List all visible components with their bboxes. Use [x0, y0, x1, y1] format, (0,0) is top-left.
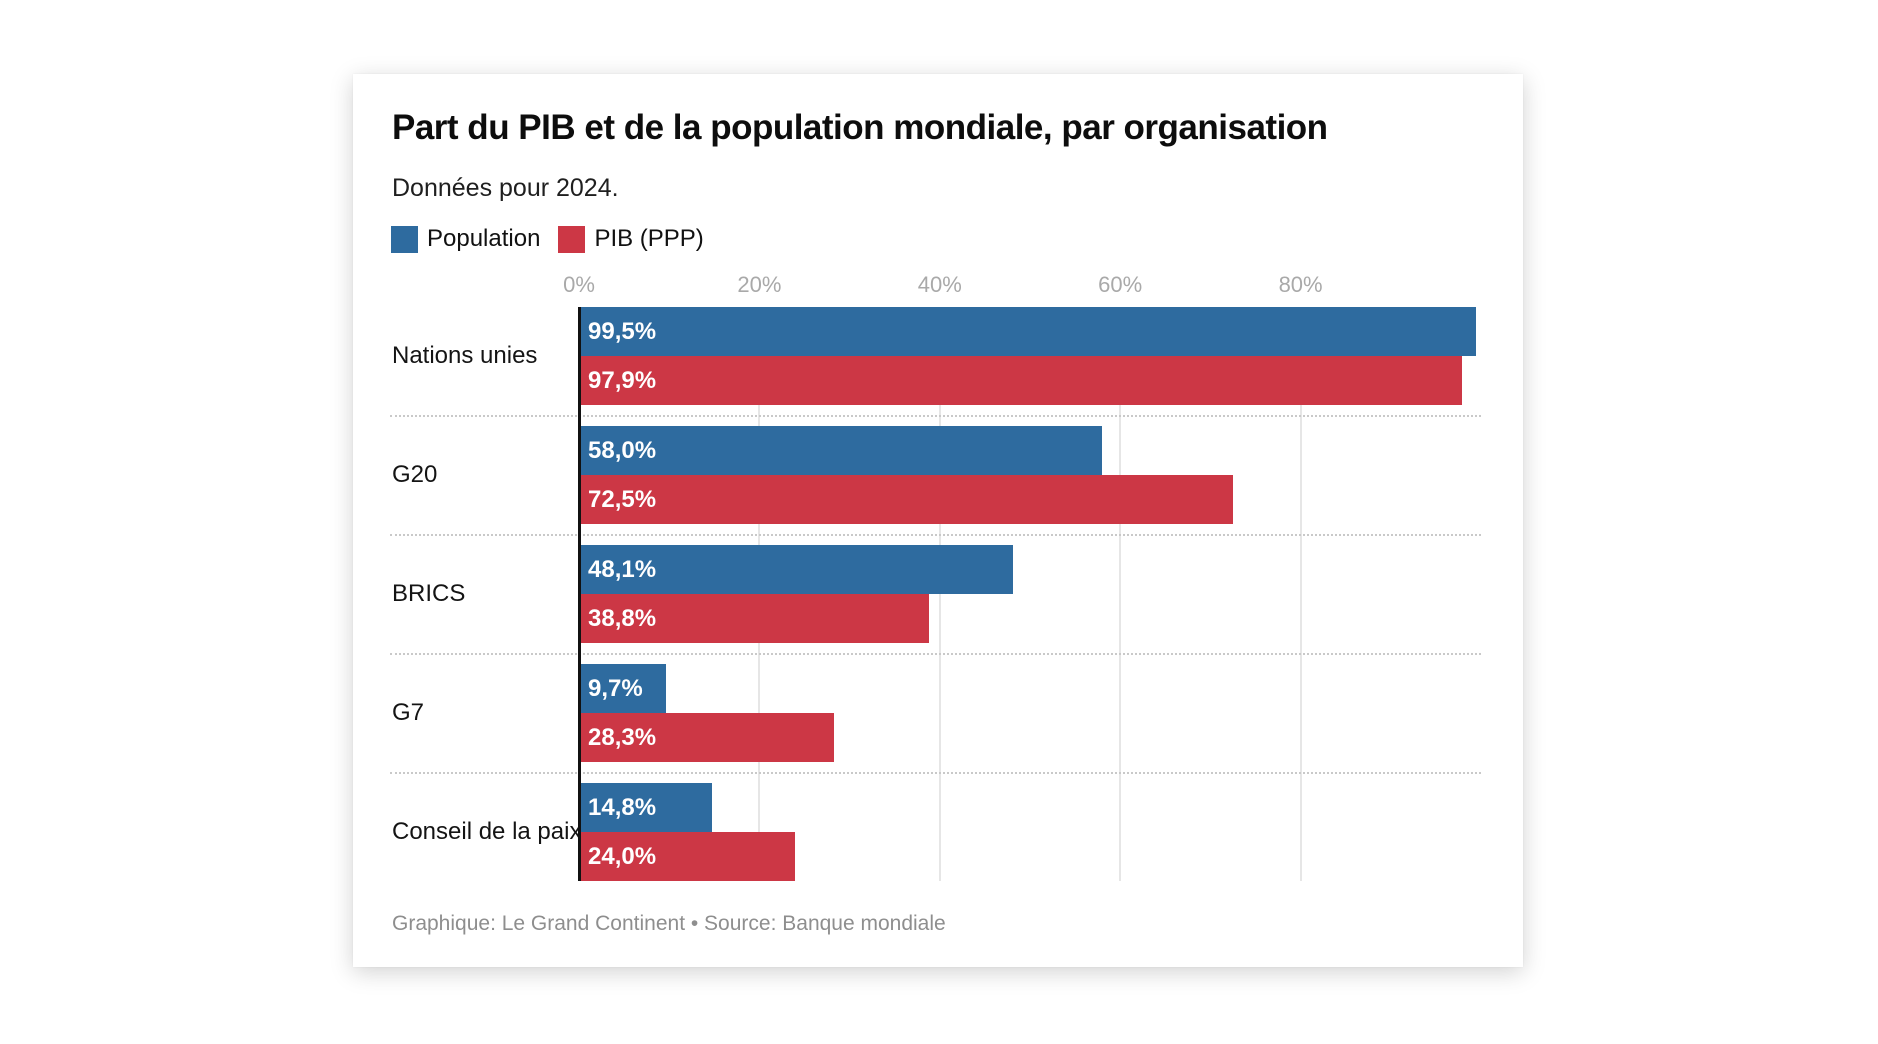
chart-card: Part du PIB et de la population mondiale…	[353, 74, 1523, 967]
category-label: Nations unies	[392, 342, 538, 369]
bar-value-label: 99,5%	[588, 317, 657, 345]
group-separator-dotted-line	[390, 772, 1481, 774]
legend-item: PIB (PPP)	[558, 225, 704, 253]
vertical-gridline	[1119, 307, 1122, 881]
x-tick-label: 40%	[917, 272, 962, 297]
x-tick-label: 0%	[563, 272, 595, 297]
pib-bar: 38,8%	[579, 594, 929, 643]
pib-bar: 24,0%	[579, 832, 796, 881]
bar-group: G20 58,0% 72,5%	[353, 426, 1523, 524]
vertical-gridline	[938, 307, 941, 881]
category-label: G7	[392, 699, 425, 726]
bar-value-label: 24,0%	[588, 842, 657, 870]
bar-value-label: 14,8%	[588, 793, 657, 821]
y-axis-line	[578, 307, 581, 881]
group-separator-dotted-line	[390, 653, 1481, 655]
pib-bar: 97,9%	[579, 356, 1463, 405]
category-label: G20	[392, 461, 438, 488]
group-separator-dotted-line	[390, 415, 1481, 417]
bar-value-label: 97,9%	[588, 366, 657, 394]
group-separator-dotted-line	[390, 534, 1481, 536]
bar-value-label: 38,8%	[588, 604, 657, 632]
category-label: BRICS	[392, 580, 466, 607]
bar-value-label: 28,3%	[588, 723, 657, 751]
legend-item: Population	[391, 225, 540, 253]
legend-swatch-icon	[558, 225, 586, 253]
x-tick-label: 60%	[1098, 272, 1143, 297]
legend-swatch-icon	[391, 225, 418, 253]
population-bar: 99,5%	[579, 307, 1477, 356]
bar-group: G7 9,7% 28,3%	[353, 664, 1523, 762]
pib-bar: 72,5%	[579, 475, 1233, 524]
bar-group: Nations unies 99,5% 97,9%	[353, 307, 1523, 405]
bar-value-label: 72,5%	[588, 485, 657, 513]
bar-value-label: 48,1%	[588, 555, 657, 583]
population-bar: 14,8%	[579, 783, 713, 832]
bar-chart: Nations unies 99,5% 97,9% G20 58,0% 72,5% BRIC…	[353, 307, 1523, 881]
bar-value-label: 9,7%	[588, 674, 643, 702]
category-label: Conseil de la paix	[392, 818, 582, 845]
bar-group: Conseil de la paix 14,8% 24,0%	[353, 783, 1523, 881]
chart-title: Part du PIB et de la population mondiale…	[392, 108, 1328, 147]
bar-value-label: 58,0%	[588, 436, 657, 464]
chart-subtitle: Données pour 2024.	[392, 174, 619, 202]
x-tick-label: 80%	[1278, 272, 1323, 297]
vertical-gridline	[1299, 307, 1302, 881]
population-bar: 58,0%	[579, 426, 1103, 475]
chart-legend: Population PIB (PPP)	[391, 225, 722, 253]
pib-bar: 28,3%	[579, 713, 835, 762]
bar-group: BRICS 48,1% 38,8%	[353, 545, 1523, 643]
source-credit: Graphique: Le Grand Continent • Source: …	[392, 912, 946, 935]
x-tick-label: 20%	[737, 272, 782, 297]
population-bar: 9,7%	[579, 664, 667, 713]
legend-label: Population	[427, 225, 541, 252]
population-bar: 48,1%	[579, 545, 1013, 594]
legend-label: PIB (PPP)	[594, 225, 704, 252]
